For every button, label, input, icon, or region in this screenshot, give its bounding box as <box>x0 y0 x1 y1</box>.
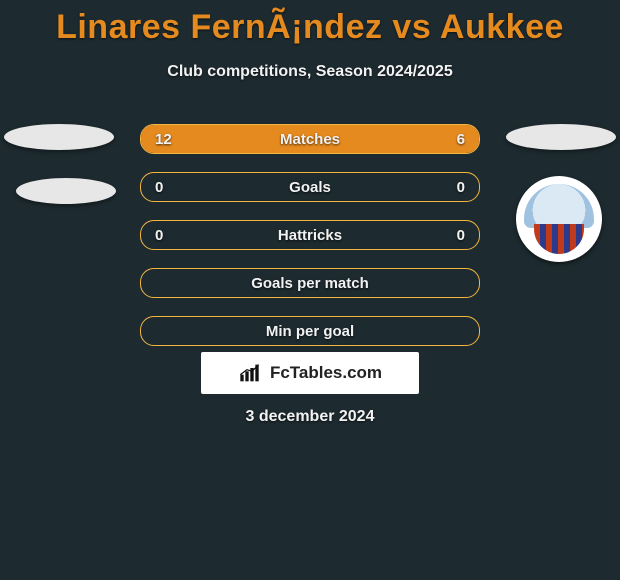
date-text: 3 december 2024 <box>0 408 620 426</box>
stats-bars: 126Matches 00Goals 00Hattricks Goals per ma… <box>140 124 480 364</box>
crest-stripes <box>534 224 584 254</box>
page-title: Linares FernÃ¡ndez vs Aukkee <box>0 0 620 47</box>
stat-bar-label: Goals <box>141 173 479 201</box>
chart-icon <box>238 363 266 383</box>
stat-bar: Min per goal <box>140 316 480 346</box>
stat-bar: 00Goals <box>140 172 480 202</box>
player-right-placeholder <box>506 124 616 150</box>
attribution-box: FcTables.com <box>201 352 419 394</box>
stat-bar: Goals per match <box>140 268 480 298</box>
crest-top <box>524 184 594 228</box>
player-left-placeholder-1 <box>4 124 114 150</box>
stat-bar: 126Matches <box>140 124 480 154</box>
stat-bar-label: Min per goal <box>141 317 479 345</box>
stat-bar-label: Matches <box>141 125 479 153</box>
team-right-crest <box>516 176 602 262</box>
infographic-root: Linares FernÃ¡ndez vs Aukkee Club compet… <box>0 0 620 580</box>
stat-bar: 00Hattricks <box>140 220 480 250</box>
page-subtitle: Club competitions, Season 2024/2025 <box>0 63 620 81</box>
stat-bar-label: Goals per match <box>141 269 479 297</box>
stat-bar-label: Hattricks <box>141 221 479 249</box>
player-left-placeholder-2 <box>16 178 116 204</box>
attribution-text: FcTables.com <box>270 363 382 383</box>
